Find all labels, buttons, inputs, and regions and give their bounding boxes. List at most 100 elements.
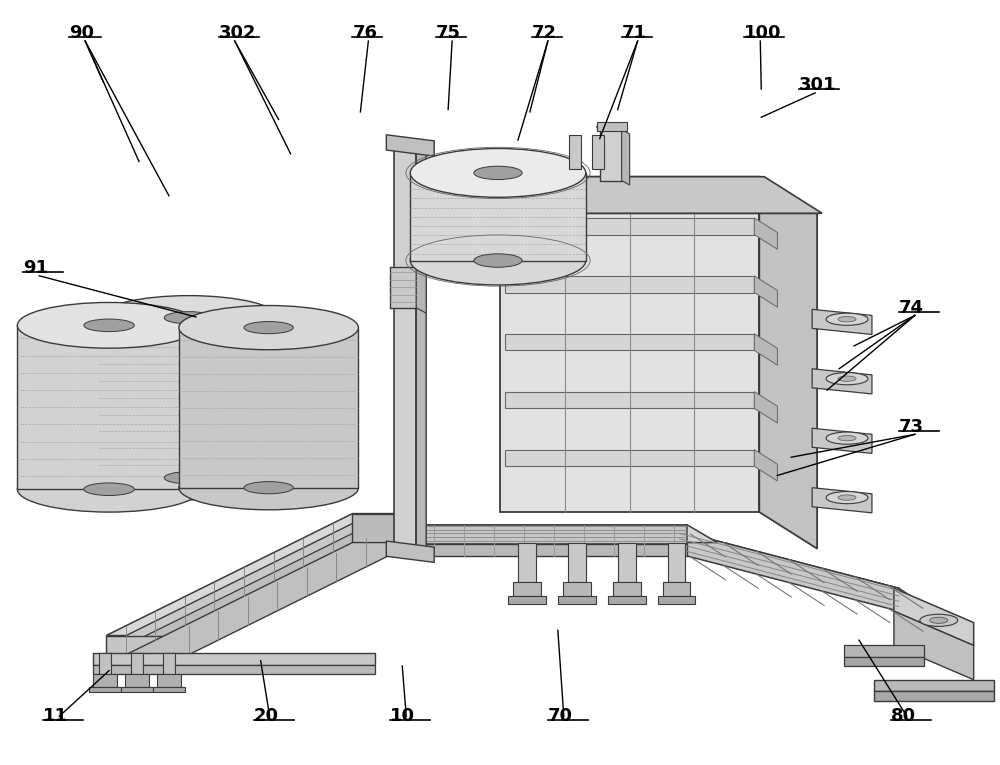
- Polygon shape: [410, 173, 586, 261]
- Polygon shape: [106, 533, 415, 656]
- Polygon shape: [513, 582, 541, 596]
- Ellipse shape: [99, 295, 279, 340]
- Ellipse shape: [474, 254, 522, 267]
- Polygon shape: [390, 267, 416, 308]
- Ellipse shape: [410, 236, 586, 285]
- Text: 80: 80: [891, 708, 916, 725]
- Ellipse shape: [838, 376, 856, 382]
- Text: 302: 302: [219, 24, 256, 42]
- Polygon shape: [759, 177, 817, 549]
- Polygon shape: [495, 177, 822, 213]
- Polygon shape: [500, 177, 817, 213]
- Ellipse shape: [244, 482, 293, 493]
- Polygon shape: [106, 636, 169, 665]
- Polygon shape: [106, 542, 415, 665]
- Polygon shape: [894, 588, 974, 646]
- Polygon shape: [505, 218, 754, 235]
- Polygon shape: [563, 582, 591, 596]
- Text: 72: 72: [532, 24, 557, 42]
- Polygon shape: [505, 450, 754, 467]
- Polygon shape: [505, 276, 754, 292]
- Polygon shape: [386, 135, 434, 156]
- Text: 73: 73: [899, 418, 924, 436]
- Polygon shape: [508, 596, 546, 604]
- Polygon shape: [157, 674, 181, 688]
- Text: 91: 91: [23, 259, 48, 277]
- Polygon shape: [500, 177, 759, 512]
- Polygon shape: [844, 657, 924, 666]
- Polygon shape: [125, 674, 149, 688]
- Text: 76: 76: [352, 24, 377, 42]
- Polygon shape: [754, 218, 777, 249]
- Ellipse shape: [826, 313, 868, 325]
- Polygon shape: [106, 523, 415, 646]
- Text: 71: 71: [622, 24, 647, 42]
- Ellipse shape: [838, 495, 856, 500]
- Polygon shape: [505, 392, 754, 409]
- Polygon shape: [416, 267, 426, 313]
- Ellipse shape: [164, 311, 214, 324]
- Ellipse shape: [838, 435, 856, 441]
- Polygon shape: [680, 531, 934, 611]
- Polygon shape: [93, 653, 375, 665]
- Ellipse shape: [826, 491, 868, 503]
- Text: 11: 11: [43, 708, 68, 725]
- Polygon shape: [754, 450, 777, 481]
- Polygon shape: [618, 542, 636, 582]
- Polygon shape: [163, 653, 175, 674]
- Polygon shape: [93, 665, 375, 674]
- Text: 301: 301: [799, 76, 837, 94]
- Polygon shape: [680, 531, 899, 611]
- Polygon shape: [386, 541, 434, 562]
- Polygon shape: [812, 428, 872, 454]
- Ellipse shape: [838, 317, 856, 322]
- Polygon shape: [352, 513, 415, 542]
- Text: 75: 75: [436, 24, 461, 42]
- Polygon shape: [592, 135, 604, 169]
- Polygon shape: [418, 525, 717, 542]
- Polygon shape: [812, 309, 872, 334]
- Polygon shape: [416, 138, 426, 556]
- Text: 100: 100: [744, 24, 782, 42]
- Ellipse shape: [244, 321, 293, 334]
- Polygon shape: [17, 325, 201, 489]
- Polygon shape: [153, 688, 185, 692]
- Ellipse shape: [826, 432, 868, 444]
- Polygon shape: [874, 680, 994, 692]
- Ellipse shape: [920, 614, 958, 627]
- Polygon shape: [658, 596, 695, 604]
- Polygon shape: [568, 542, 586, 582]
- Text: 70: 70: [548, 708, 573, 725]
- Polygon shape: [608, 596, 646, 604]
- Polygon shape: [89, 688, 121, 692]
- Polygon shape: [600, 129, 622, 181]
- Polygon shape: [668, 542, 685, 582]
- Ellipse shape: [179, 305, 358, 350]
- Polygon shape: [418, 544, 687, 555]
- Text: 10: 10: [390, 708, 415, 725]
- Text: 20: 20: [254, 708, 279, 725]
- Ellipse shape: [84, 319, 134, 331]
- Polygon shape: [754, 392, 777, 423]
- Polygon shape: [874, 692, 994, 701]
- Ellipse shape: [84, 483, 134, 496]
- Ellipse shape: [164, 472, 214, 483]
- Polygon shape: [106, 513, 415, 636]
- Polygon shape: [394, 138, 416, 550]
- Polygon shape: [518, 542, 536, 582]
- Polygon shape: [505, 334, 754, 350]
- Polygon shape: [894, 611, 974, 680]
- Polygon shape: [844, 646, 924, 657]
- Polygon shape: [93, 674, 117, 688]
- Polygon shape: [558, 596, 596, 604]
- Ellipse shape: [930, 617, 948, 623]
- Ellipse shape: [179, 466, 358, 509]
- Ellipse shape: [17, 467, 201, 512]
- Polygon shape: [569, 135, 581, 169]
- Polygon shape: [597, 122, 627, 131]
- Ellipse shape: [474, 166, 522, 180]
- Polygon shape: [812, 487, 872, 513]
- Ellipse shape: [410, 148, 586, 197]
- Polygon shape: [663, 582, 690, 596]
- Polygon shape: [613, 582, 641, 596]
